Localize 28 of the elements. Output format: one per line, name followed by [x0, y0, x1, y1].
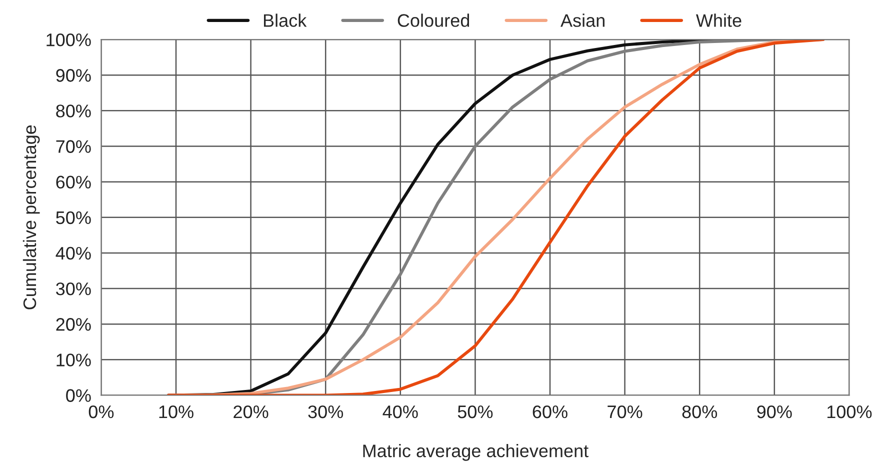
- legend-label: White: [696, 14, 742, 27]
- x-tick-label: 70%: [608, 405, 642, 418]
- x-tick-label: 100%: [827, 405, 872, 418]
- x-tick-label: 60%: [532, 405, 568, 418]
- y-tick-label: 60%: [56, 176, 91, 189]
- x-axis-title: Matric average achievement: [363, 444, 588, 461]
- y-tick-label: 10%: [56, 354, 91, 366]
- y-tick-label: 90%: [56, 69, 91, 82]
- legend-label: Asian: [560, 14, 604, 27]
- y-tick-label: 80%: [56, 104, 91, 118]
- x-tick-label: 30%: [308, 405, 344, 418]
- x-tick-label: 10%: [159, 405, 194, 418]
- y-tick-label: 70%: [56, 140, 91, 153]
- x-tick-label: 90%: [757, 405, 792, 418]
- y-tick-label: 20%: [56, 318, 91, 331]
- y-tick-label: 50%: [56, 211, 91, 224]
- x-tick-label: 80%: [682, 405, 718, 418]
- x-tick-label: 20%: [234, 405, 268, 418]
- x-tick-label: 0%: [88, 405, 114, 418]
- y-tick-label: 30%: [56, 282, 91, 296]
- y-tick-label: 0%: [66, 389, 91, 402]
- y-tick-label: 100%: [46, 33, 91, 46]
- x-tick-label: 40%: [382, 405, 418, 418]
- y-tick-label: 40%: [56, 246, 91, 260]
- y-axis-title: Cumulative percentage: [22, 125, 40, 310]
- legend-label: Coloured: [398, 14, 470, 27]
- x-tick-label: 50%: [458, 405, 493, 418]
- legend-label: Black: [264, 14, 307, 27]
